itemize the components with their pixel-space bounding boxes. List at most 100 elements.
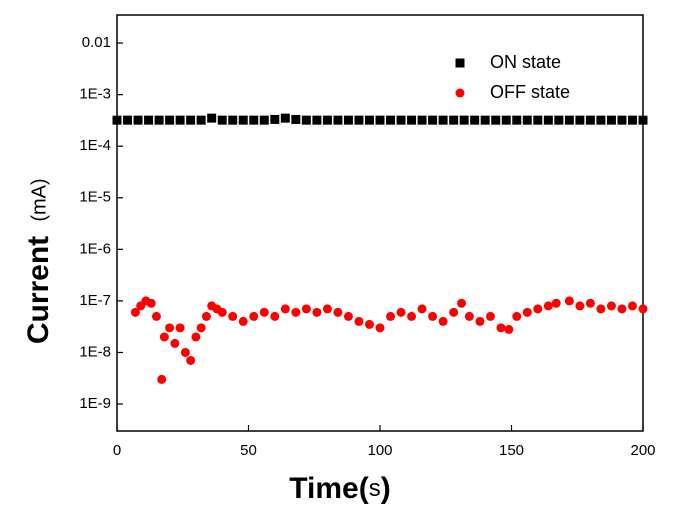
data-point — [533, 304, 543, 314]
y-tick-label: 1E-4 — [79, 137, 111, 154]
data-point — [522, 307, 532, 317]
data-point — [596, 115, 606, 125]
data-point — [249, 311, 259, 321]
data-point — [333, 307, 343, 317]
data-point — [130, 307, 140, 317]
data-point — [343, 311, 353, 321]
data-point — [186, 115, 196, 125]
data-point — [386, 115, 396, 125]
data-point — [280, 113, 290, 123]
data-point — [485, 311, 495, 321]
y-tick-label: 1E-5 — [79, 189, 111, 206]
data-point — [606, 115, 616, 125]
legend-marker — [455, 58, 465, 68]
data-point — [396, 115, 406, 125]
data-point — [522, 115, 532, 125]
data-point — [249, 115, 259, 125]
data-point — [457, 298, 467, 308]
data-point — [180, 347, 190, 357]
data-point — [564, 115, 574, 125]
data-point — [364, 319, 374, 329]
data-point — [449, 307, 459, 317]
data-point — [228, 115, 238, 125]
data-point — [151, 311, 161, 321]
y-tick-label: 0.01 — [82, 34, 111, 51]
x-tick-label: 200 — [630, 442, 655, 459]
data-point — [123, 115, 133, 125]
data-point — [512, 311, 522, 321]
data-point — [512, 115, 522, 125]
data-point — [396, 307, 406, 317]
data-point — [238, 316, 248, 326]
data-point — [217, 307, 227, 317]
data-point — [228, 311, 238, 321]
data-point — [196, 115, 206, 125]
y-tick-label: 1E-6 — [79, 240, 111, 257]
data-point — [491, 115, 501, 125]
legend-label: OFF state — [490, 82, 570, 102]
y-tick-label: 1E-8 — [79, 343, 111, 360]
y-label-main: Current — [22, 236, 55, 344]
data-point — [464, 311, 474, 321]
data-point — [112, 115, 122, 125]
data-point — [627, 301, 637, 311]
y-axis-label: Current (mA) — [22, 178, 55, 344]
data-point — [175, 323, 185, 333]
data-point — [596, 304, 606, 314]
y-tick-label: 1E-3 — [79, 86, 111, 103]
data-point — [470, 115, 480, 125]
data-point — [585, 298, 595, 308]
data-point — [165, 323, 175, 333]
data-point — [270, 311, 280, 321]
x-label-unit: s — [369, 475, 381, 502]
data-point — [617, 304, 627, 314]
data-point — [375, 323, 385, 333]
data-point — [170, 338, 180, 348]
data-point — [207, 113, 217, 123]
data-point — [301, 304, 311, 314]
data-point — [496, 323, 506, 333]
data-point — [375, 115, 385, 125]
data-point — [238, 115, 248, 125]
data-point — [543, 301, 553, 311]
data-point — [259, 115, 269, 125]
data-point — [159, 332, 169, 342]
data-point — [354, 316, 364, 326]
legend-marker — [455, 88, 465, 98]
data-point — [501, 115, 511, 125]
data-point — [354, 115, 364, 125]
data-point — [504, 324, 514, 334]
data-point — [428, 311, 438, 321]
x-label-close: ) — [381, 472, 391, 505]
data-point — [312, 307, 322, 317]
data-point — [438, 316, 448, 326]
data-point — [291, 114, 301, 124]
data-point — [554, 115, 564, 125]
data-point — [201, 311, 211, 321]
data-point — [196, 323, 206, 333]
data-point — [343, 115, 353, 125]
data-point — [475, 316, 485, 326]
data-point — [428, 115, 438, 125]
data-point — [533, 115, 543, 125]
data-point — [186, 355, 196, 365]
data-point — [280, 304, 290, 314]
data-point — [438, 115, 448, 125]
data-point — [627, 115, 637, 125]
data-point — [259, 307, 269, 317]
data-point — [638, 304, 648, 314]
data-point — [449, 115, 459, 125]
legend-label: ON state — [490, 52, 561, 72]
data-point — [191, 332, 201, 342]
data-point — [575, 115, 585, 125]
data-point — [386, 311, 396, 321]
x-tick-label: 100 — [367, 442, 392, 459]
data-point — [417, 304, 427, 314]
data-point — [322, 115, 332, 125]
data-point — [333, 115, 343, 125]
data-point — [575, 301, 585, 311]
data-point — [301, 115, 311, 125]
data-point — [144, 115, 154, 125]
data-point — [617, 115, 627, 125]
data-point — [322, 304, 332, 314]
